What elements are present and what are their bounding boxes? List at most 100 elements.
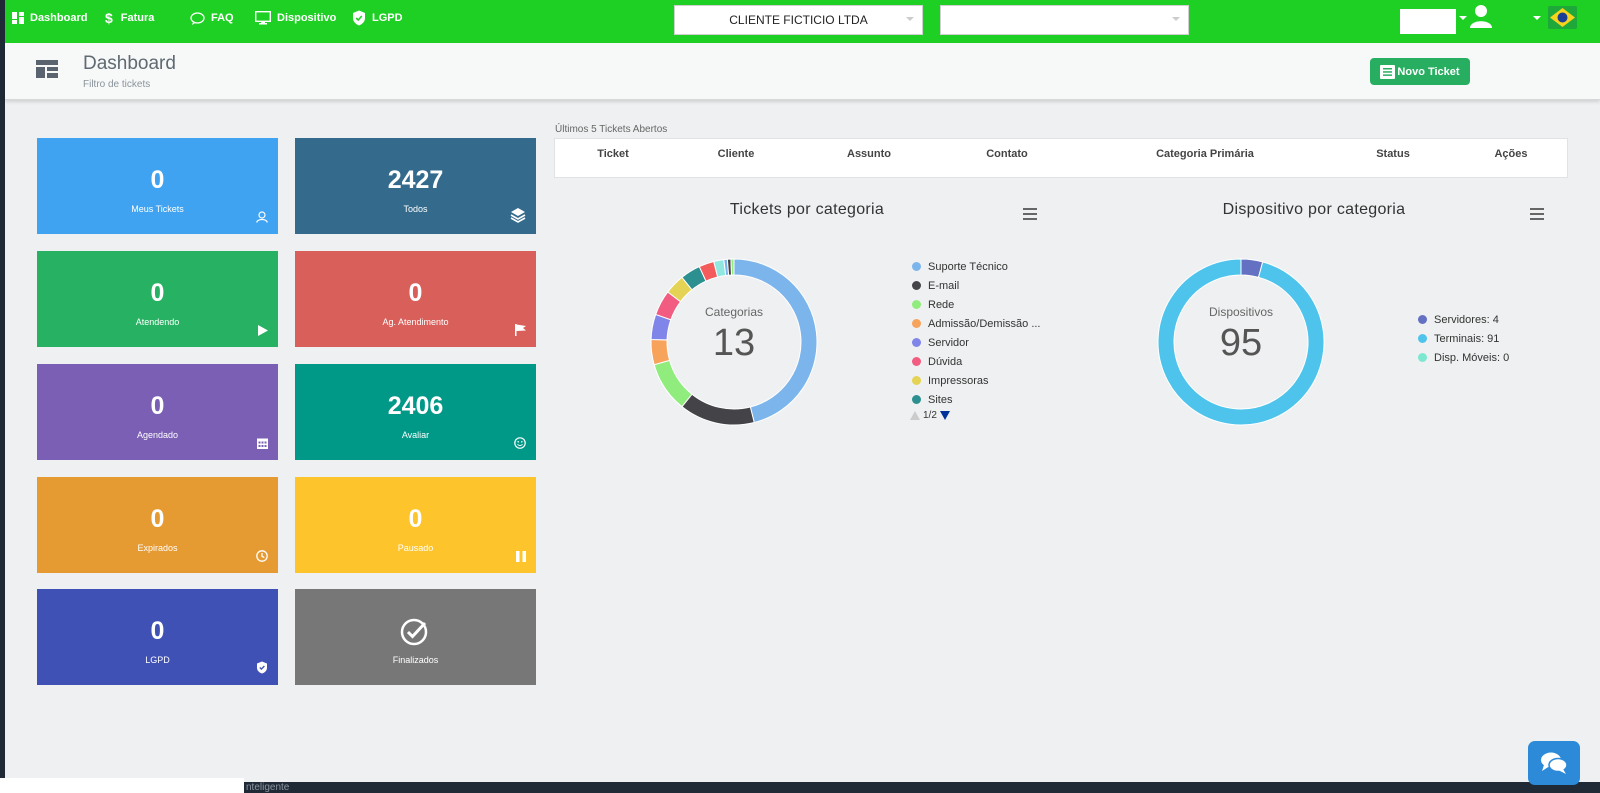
legend-dot xyxy=(912,262,921,271)
column-header-ticket[interactable]: Ticket xyxy=(597,148,629,160)
page-subtitle: Filtro de tickets xyxy=(83,79,151,90)
legend-item[interactable]: Dúvida xyxy=(912,352,1040,371)
top-small-select[interactable] xyxy=(1400,9,1456,34)
nav-lgpd-label: LGPD xyxy=(372,12,403,24)
tile-label: Agendado xyxy=(136,430,179,440)
legend-item[interactable]: Admissão/Demissão ... xyxy=(912,314,1040,333)
donut-slice-3[interactable] xyxy=(650,338,671,366)
column-header-assunto[interactable]: Assunto xyxy=(847,148,891,160)
legend-label: Terminais: 91 xyxy=(1434,332,1500,345)
arrow-up-icon[interactable] xyxy=(910,411,920,420)
legend-item[interactable]: Disp. Móveis: 0 xyxy=(1418,348,1509,367)
column-header-contato[interactable]: Contato xyxy=(986,148,1028,160)
left-edge-bar xyxy=(0,0,5,793)
nav-lgpd[interactable]: LGPD xyxy=(352,0,403,36)
legend-page-text: 1/2 xyxy=(923,410,937,421)
legend-label: E-mail xyxy=(928,279,960,292)
tile-value: 0 xyxy=(408,505,423,533)
secondary-select[interactable] xyxy=(940,5,1189,35)
legend-dot xyxy=(912,376,921,385)
tile-label: Meus Tickets xyxy=(131,204,184,214)
calendar-icon xyxy=(257,436,268,454)
column-header-categoria-primaria[interactable]: Categoria Primária xyxy=(1156,148,1254,160)
dashboard-icon xyxy=(12,12,24,24)
tile-value: 0 xyxy=(150,166,165,194)
tile-ag-atendimento[interactable]: 0 Ag. Atendimento xyxy=(295,251,536,347)
legend-dot xyxy=(912,281,921,290)
client-select[interactable]: CLIENTE FICTICIO LTDA xyxy=(674,5,923,35)
tile-value: 2406 xyxy=(387,392,444,420)
tile-expirados[interactable]: 0 Expirados xyxy=(37,477,278,573)
devices-donut-chart xyxy=(1157,258,1325,426)
devices-center-label: Dispositivos xyxy=(1208,305,1274,319)
tickets-donut-chart xyxy=(650,258,818,426)
tile-meus-tickets[interactable]: 0 Meus Tickets xyxy=(37,138,278,234)
tile-todos[interactable]: 2427 Todos xyxy=(295,138,536,234)
pause-icon xyxy=(516,549,526,567)
legend-item[interactable]: Servidores: 4 xyxy=(1418,310,1509,329)
user-avatar-icon[interactable] xyxy=(1470,4,1492,28)
tickets-legend: Suporte Técnico E-mail Rede Admissão/Demiss… xyxy=(912,257,1040,409)
donut-slice-12[interactable] xyxy=(730,258,735,276)
tile-pausado[interactable]: 0 Pausado xyxy=(295,477,536,573)
footer-white-area xyxy=(0,778,244,793)
devices-center-value: 95 xyxy=(1219,322,1263,364)
nav-fatura[interactable]: $ Fatura xyxy=(105,0,154,36)
legend-dot xyxy=(912,300,921,309)
brazil-flag-icon[interactable] xyxy=(1548,6,1577,29)
legend-item[interactable]: Suporte Técnico xyxy=(912,257,1040,276)
column-header-cliente[interactable]: Cliente xyxy=(717,148,755,160)
shield-icon xyxy=(256,661,268,679)
tile-atendendo[interactable]: 0 Atendendo xyxy=(37,251,278,347)
tile-label: Avaliar xyxy=(401,430,430,440)
dollar-icon: $ xyxy=(105,10,113,26)
new-ticket-button[interactable]: Novo Ticket xyxy=(1370,58,1470,85)
top-navbar: Dashboard $ Fatura FAQ Dispositivo LGPD … xyxy=(5,0,1600,43)
legend-label: Impressoras xyxy=(928,374,989,387)
legend-item[interactable]: Servidor xyxy=(912,333,1040,352)
tile-value: 0 xyxy=(150,392,165,420)
legend-item[interactable]: Impressoras xyxy=(912,371,1040,390)
chevron-down-icon xyxy=(906,17,914,21)
tile-lgpd[interactable]: 0 LGPD xyxy=(37,589,278,685)
chart-title-dispositivos: Dispositivo por categoria xyxy=(1222,201,1406,218)
arrow-down-icon[interactable] xyxy=(939,411,950,420)
legend-item[interactable]: Rede xyxy=(912,295,1040,314)
nav-dispositivo[interactable]: Dispositivo xyxy=(255,0,336,36)
tile-label: Atendendo xyxy=(135,317,180,327)
footer-bar xyxy=(244,782,1600,793)
legend-dot xyxy=(912,338,921,347)
devices-legend: Servidores: 4 Terminais: 91 Disp. Móveis: … xyxy=(1418,310,1509,367)
tickets-center-value: 13 xyxy=(712,322,756,364)
nav-faq[interactable]: FAQ xyxy=(190,0,234,36)
donut-slice-1[interactable] xyxy=(1157,258,1325,426)
tile-value: 0 xyxy=(150,279,165,307)
chart-menu-icon[interactable] xyxy=(1023,208,1037,223)
layers-icon xyxy=(510,207,526,228)
recent-tickets-caption: Últimos 5 Tickets Abertos xyxy=(555,124,668,135)
donut-slice-1[interactable] xyxy=(681,393,755,426)
page-title: Dashboard xyxy=(83,53,176,74)
column-header-status[interactable]: Status xyxy=(1376,148,1410,160)
chart-menu-icon[interactable] xyxy=(1530,208,1544,223)
nav-dashboard[interactable]: Dashboard xyxy=(12,0,87,36)
legend-dot xyxy=(912,395,921,404)
legend-item[interactable]: Terminais: 91 xyxy=(1418,329,1509,348)
tile-finalizados[interactable]: Finalizados xyxy=(295,589,536,685)
new-ticket-label: Novo Ticket xyxy=(1397,65,1460,78)
tile-label: Expirados xyxy=(137,543,178,553)
chat-button[interactable] xyxy=(1528,741,1580,785)
chart-title-tickets: Tickets por categoria xyxy=(729,201,885,218)
tile-avaliar[interactable]: 2406 Avaliar xyxy=(295,364,536,460)
flag-icon xyxy=(515,323,526,341)
legend-item[interactable]: Sites xyxy=(912,390,1040,409)
column-header-acoes[interactable]: Ações xyxy=(1494,148,1528,160)
legend-item[interactable]: E-mail xyxy=(912,276,1040,295)
chevron-down-icon xyxy=(1533,16,1541,20)
tile-value: 0 xyxy=(150,617,165,645)
donut-slice-2[interactable] xyxy=(653,359,693,408)
user-icon xyxy=(256,210,268,228)
check-circle-icon xyxy=(400,618,428,646)
list-icon xyxy=(1380,64,1396,79)
tile-agendado[interactable]: 0 Agendado xyxy=(37,364,278,460)
